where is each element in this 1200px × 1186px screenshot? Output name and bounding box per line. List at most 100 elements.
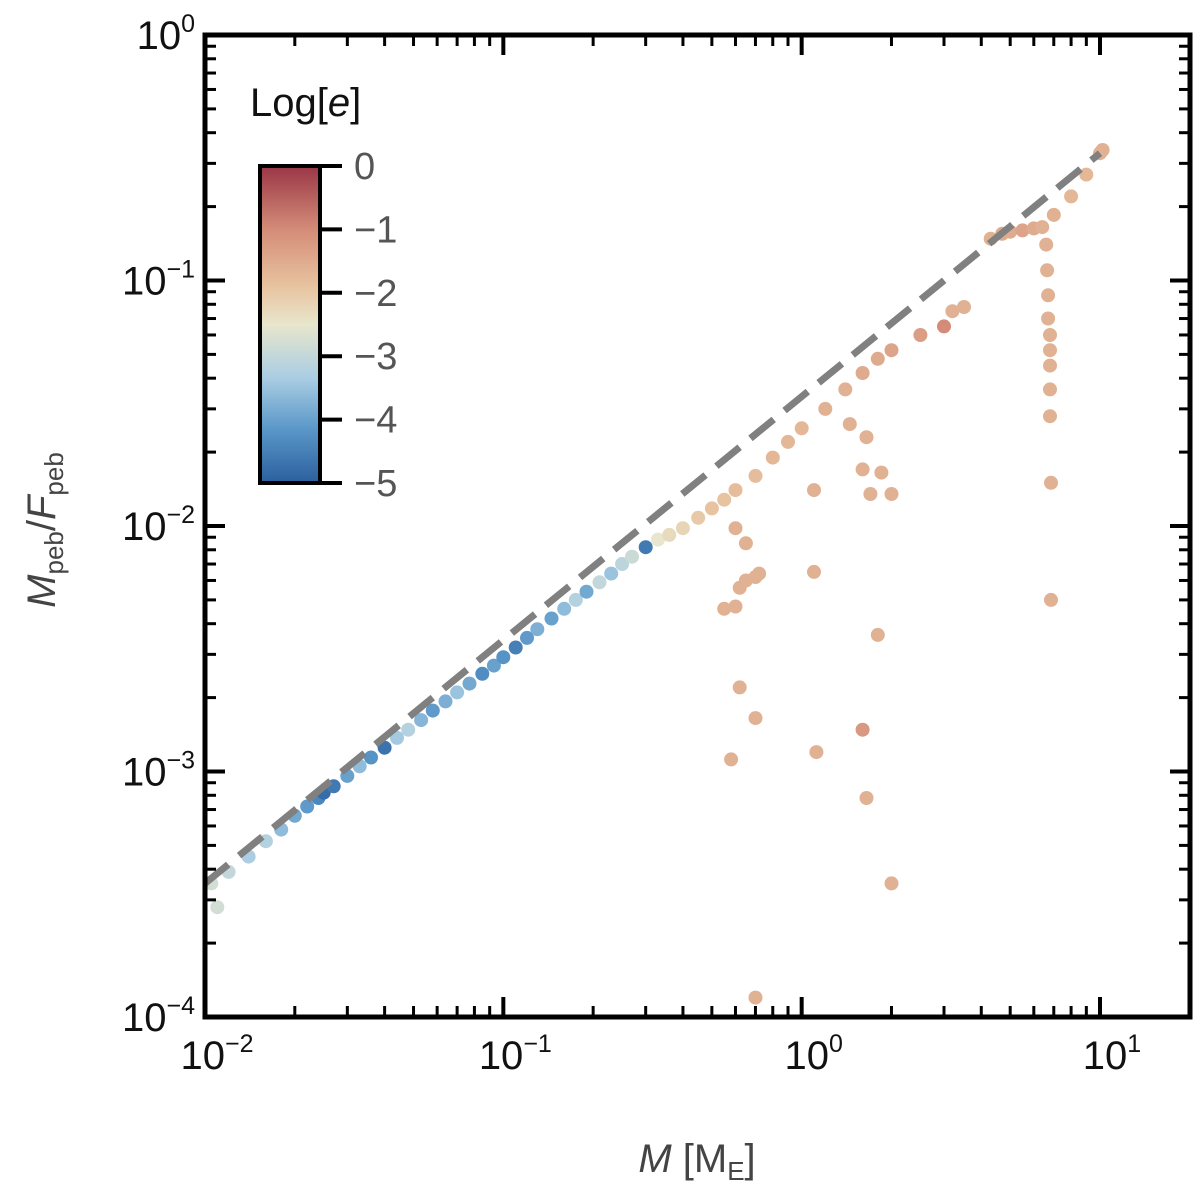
outliers-point (937, 319, 951, 334)
main-band-point (691, 510, 706, 525)
colorbar-tick-label: −4 (354, 400, 397, 442)
upper-branch-point (1035, 220, 1050, 235)
outliers-point (913, 328, 928, 342)
main-band-point (475, 666, 490, 681)
reference-dashed-line (202, 150, 1103, 887)
main-band-point (390, 730, 404, 745)
main-band-point (462, 676, 477, 691)
upper-branch-point (1015, 223, 1030, 238)
main-band-point (884, 343, 899, 358)
upper-branch-point (1043, 382, 1057, 397)
upper-branch-point (1046, 207, 1061, 222)
upper-branch-point (1040, 263, 1055, 278)
upper-branch-point (1039, 237, 1054, 252)
main-band-point (438, 694, 453, 709)
main-band-point (210, 900, 225, 915)
outliers-point (945, 304, 960, 319)
main-band-point (870, 351, 885, 366)
upper-branch-point (1079, 167, 1094, 182)
upper-branch-point (1043, 409, 1057, 424)
outliers-point (842, 417, 857, 432)
outliers-point (859, 430, 874, 445)
outliers-point (728, 599, 743, 614)
outliers-point (807, 564, 821, 579)
main-band-point (615, 557, 630, 571)
colorbar-tick-label: −3 (354, 336, 397, 378)
upper-branch-point (1044, 592, 1058, 607)
main-band-point (530, 622, 545, 637)
outliers-point (863, 487, 878, 501)
main-band-point (662, 527, 677, 542)
main-band-point (544, 611, 559, 626)
outliers-point (748, 990, 763, 1005)
main-band-point (486, 658, 501, 673)
main-band-point (748, 468, 763, 483)
colorbar-tick-label: −5 (354, 463, 397, 505)
upper-branch-point (1043, 343, 1057, 358)
main-band-point (625, 549, 639, 564)
x-tick-label: 101 (1083, 1030, 1141, 1078)
y-tick-label: 10−3 (122, 747, 195, 795)
y-axis-label: Mpeb/Fpeb (20, 452, 69, 608)
x-tick-label: 100 (784, 1030, 842, 1078)
main-band-point (704, 501, 719, 516)
main-band-point (675, 521, 690, 536)
outliers-point (870, 627, 885, 642)
main-band-point (568, 592, 583, 607)
colorbar-title: Log[e] (250, 81, 361, 125)
x-axis-label: M [ME] (638, 1137, 755, 1186)
colorbar-tick-label: −2 (354, 273, 397, 315)
outliers-point (874, 465, 889, 480)
main-band-point (638, 540, 653, 555)
main-band-point (364, 750, 378, 765)
main-band-point (838, 382, 853, 397)
outliers-point (724, 752, 739, 767)
main-band-point (818, 401, 833, 416)
colorbar: 0 −1 −2 −3 −4 −5 Log[e] (250, 81, 397, 505)
main-band-point (300, 799, 315, 814)
upper-branch-point (1043, 328, 1057, 342)
outliers-point (855, 462, 870, 477)
plot-frame (202, 32, 1193, 1020)
x-tick-label: 10−2 (180, 1030, 253, 1078)
main-band-point (425, 703, 440, 718)
main-band-point (579, 584, 594, 599)
outliers-point (752, 566, 767, 581)
main-band-point (855, 366, 870, 380)
main-band-point (557, 601, 572, 616)
main-band-point (508, 640, 523, 655)
colorbar-tick-label: −1 (354, 209, 397, 251)
upper-branch-point (1041, 311, 1056, 326)
outliers-point (807, 483, 821, 498)
upper-branch-point (1064, 189, 1079, 204)
outliers-point (728, 521, 743, 536)
upper-branch-point (1044, 475, 1058, 490)
outliers-point (748, 711, 763, 726)
outliers-point (884, 876, 899, 891)
colorbar-gradient (258, 164, 322, 485)
outliers-point (859, 791, 874, 805)
y-tick-label: 10−1 (122, 256, 195, 304)
main-band-point (717, 492, 732, 507)
main-band-point (781, 434, 795, 449)
main-band-point (728, 483, 743, 498)
outliers-point (717, 601, 732, 616)
main-band-point (604, 566, 619, 581)
main-band-point (592, 575, 607, 590)
y-tick-label: 10−4 (122, 992, 195, 1040)
upper-branch-point (1043, 358, 1057, 373)
outliers-point (738, 536, 753, 551)
colorbar-tick-label: 0 (354, 146, 375, 188)
y-axis-ticks: 10−4 10−3 10−2 10−1 100 (122, 10, 1190, 1040)
y-tick-label: 100 (137, 10, 195, 58)
x-tick-label: 10−1 (479, 1030, 552, 1078)
outliers-point (855, 722, 870, 737)
main-band-point (450, 685, 465, 700)
main-band-point (496, 650, 511, 665)
main-band-point (794, 421, 809, 436)
main-band-point (414, 713, 429, 728)
main-band-point (520, 630, 534, 645)
main-band-point (401, 722, 416, 737)
x-axis-ticks: 10−2 10−1 100 101 (180, 35, 1192, 1078)
